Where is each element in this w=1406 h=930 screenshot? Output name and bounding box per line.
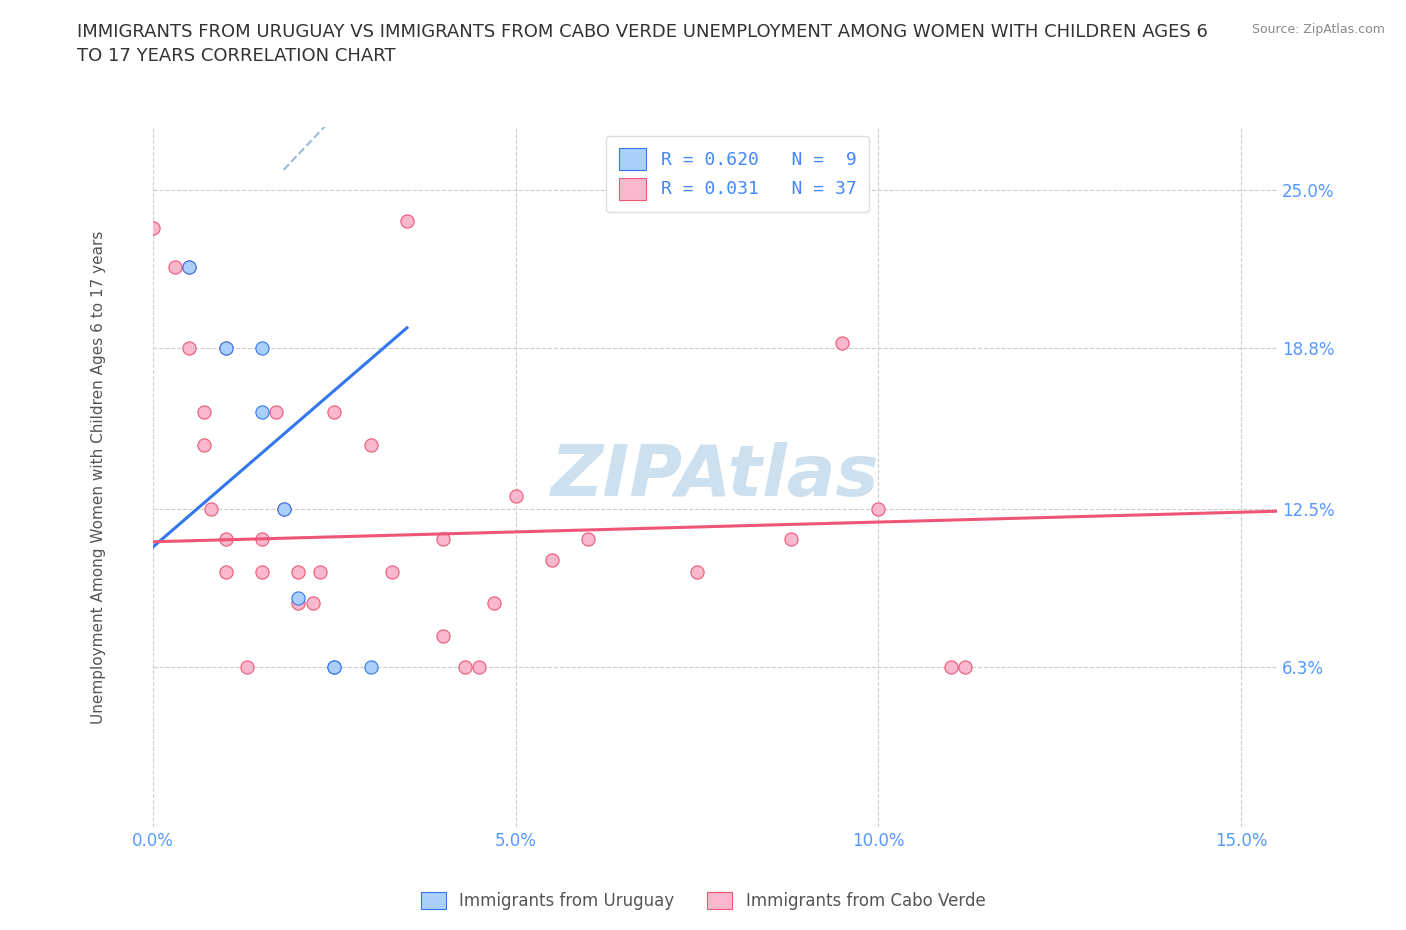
Point [360,659,382,674]
Point [214,340,236,355]
Point [142,221,165,236]
Point [432,629,454,644]
Point [868,501,890,516]
Point [287,565,309,579]
Point [323,659,346,674]
Point [250,532,273,547]
Point [200,501,222,516]
Point [505,488,527,503]
Y-axis label: Unemployment Among Women with Children Ages 6 to 17 years: Unemployment Among Women with Children A… [91,230,105,724]
Point [381,565,404,579]
Point [287,591,309,605]
Point [266,405,288,419]
Point [541,552,564,567]
Point [454,659,477,674]
Point [482,595,505,610]
Point [395,213,418,228]
Point [576,532,599,547]
Point [831,336,853,351]
Point [686,565,709,579]
Legend: Immigrants from Uruguay, Immigrants from Cabo Verde: Immigrants from Uruguay, Immigrants from… [413,885,993,917]
Point [236,659,259,674]
Point [250,565,273,579]
Point [287,595,309,610]
Point [179,259,201,274]
Point [301,595,323,610]
Point [323,659,346,674]
Point [193,437,215,452]
Point [360,437,382,452]
Text: Source: ZipAtlas.com: Source: ZipAtlas.com [1251,23,1385,36]
Point [214,565,236,579]
Point [939,659,962,674]
Point [323,405,346,419]
Point [432,532,454,547]
Text: ZIPAtlas: ZIPAtlas [551,443,879,512]
Point [179,340,201,355]
Point [273,501,295,516]
Legend: R = 0.620   N =  9, R = 0.031   N = 37: R = 0.620 N = 9, R = 0.031 N = 37 [606,136,869,212]
Point [193,405,215,419]
Point [163,259,186,274]
Point [214,532,236,547]
Point [309,565,332,579]
Text: IMMIGRANTS FROM URUGUAY VS IMMIGRANTS FROM CABO VERDE UNEMPLOYMENT AMONG WOMEN W: IMMIGRANTS FROM URUGUAY VS IMMIGRANTS FR… [77,23,1208,65]
Point [955,659,977,674]
Point [250,405,273,419]
Point [780,532,803,547]
Point [273,501,295,516]
Point [179,259,201,274]
Point [250,340,273,355]
Point [468,659,491,674]
Point [214,340,236,355]
